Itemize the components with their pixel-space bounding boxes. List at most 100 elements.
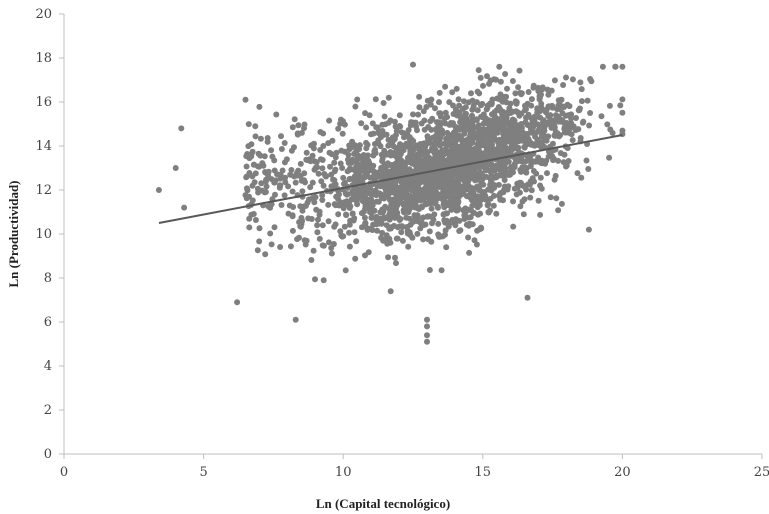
scatter-point — [560, 159, 567, 166]
scatter-point — [379, 128, 386, 134]
scatter-point — [536, 96, 543, 103]
scatter-point — [352, 255, 359, 262]
scatter-point — [335, 125, 342, 132]
scatter-point — [424, 332, 430, 339]
scatter-point — [460, 175, 467, 182]
scatter-point — [326, 149, 333, 156]
scatter-point — [548, 87, 555, 94]
scatter-point — [604, 121, 611, 128]
scatter-point — [351, 229, 358, 236]
scatter-point — [392, 254, 398, 261]
scatter-point — [417, 219, 424, 226]
scatter-point — [362, 110, 369, 117]
scatter-point — [512, 90, 519, 97]
scatter-point — [474, 184, 481, 191]
scatter-point — [528, 140, 535, 147]
scatter-point — [578, 174, 585, 181]
scatter-point — [384, 168, 391, 175]
scatter-point — [403, 214, 410, 221]
scatter-point — [413, 165, 420, 172]
scatter-point — [426, 228, 433, 235]
scatter-point — [410, 137, 417, 144]
scatter-point — [332, 154, 339, 161]
scatter-point — [426, 267, 433, 273]
scatter-point — [535, 197, 542, 204]
scatter-point — [495, 181, 502, 188]
scatter-point — [172, 165, 179, 171]
scatter-point — [282, 179, 289, 186]
scatter-point — [438, 267, 445, 274]
scatter-point — [588, 78, 595, 85]
scatter-point — [364, 168, 371, 175]
scatter-point — [557, 106, 564, 113]
scatter-point — [520, 211, 527, 218]
scatter-point — [361, 214, 368, 221]
scatter-point — [439, 233, 446, 240]
scatter-point — [250, 211, 257, 217]
scatter-point — [424, 316, 430, 323]
scatter-point — [271, 179, 278, 186]
scatter-point — [405, 243, 412, 250]
scatter-point — [342, 267, 349, 274]
scatter-point — [481, 115, 488, 122]
scatter-point — [516, 112, 523, 119]
scatter-point — [277, 244, 284, 250]
scatter-point — [563, 74, 569, 81]
scatter-point — [418, 151, 424, 158]
scatter-point — [310, 247, 317, 254]
scatter-point — [485, 201, 492, 208]
scatter-point — [339, 165, 346, 171]
scatter-point — [434, 158, 441, 165]
scatter-point — [555, 207, 562, 214]
trendline — [158, 134, 623, 224]
scatter-point — [474, 107, 481, 114]
scatter-point — [501, 133, 508, 140]
scatter-point — [388, 205, 395, 212]
scatter-point — [362, 219, 369, 226]
scatter-point — [359, 187, 366, 193]
scatter-point — [416, 104, 423, 111]
scatter-point — [449, 152, 456, 159]
scatter-point — [418, 120, 425, 127]
scatter-point — [343, 211, 349, 218]
scatter-point — [369, 191, 376, 198]
scatter-point — [574, 170, 581, 177]
scatter-point — [319, 197, 326, 203]
scatter-point — [539, 142, 546, 148]
scatter-point — [353, 238, 360, 245]
scatter-point — [457, 134, 464, 141]
scatter-point — [249, 173, 256, 180]
scatter-point — [390, 165, 397, 172]
scatter-point — [451, 136, 458, 142]
scatter-point — [559, 117, 566, 124]
scatter-point — [475, 211, 481, 218]
scatter-point — [432, 188, 439, 195]
scatter-point — [370, 152, 377, 159]
scatter-point — [424, 323, 430, 330]
x-tick-label: 5 — [199, 465, 207, 480]
scatter-point — [309, 179, 316, 186]
scatter-point — [393, 193, 400, 200]
scatter-point — [263, 183, 270, 190]
scatter-point — [420, 108, 427, 115]
axes: 0 2 4 6 8 10 12 14 16 18 20 0 5 10 15 20 25 — [35, 7, 769, 480]
scatter-point — [524, 121, 531, 128]
scatter-point — [447, 186, 454, 193]
scatter-point — [465, 192, 472, 199]
scatter-point — [529, 177, 536, 183]
scatter-point — [498, 139, 505, 146]
scatter-point — [346, 229, 352, 236]
scatter-point — [565, 112, 572, 119]
y-tick-label: 20 — [35, 7, 52, 22]
scatter-point — [490, 132, 497, 138]
scatter-point — [286, 202, 293, 209]
scatter-point — [510, 198, 516, 205]
scatter-point — [417, 225, 424, 232]
scatter-point — [534, 141, 541, 148]
scatter-point — [412, 197, 418, 204]
scatter-point — [271, 224, 278, 231]
scatter-point — [391, 136, 398, 142]
scatter-point — [521, 144, 528, 151]
scatter-point — [257, 135, 264, 142]
